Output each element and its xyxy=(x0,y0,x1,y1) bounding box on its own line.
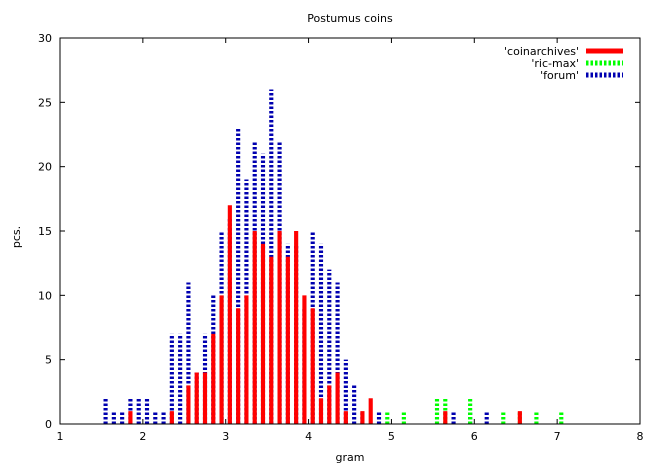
y-tick-label: 0 xyxy=(45,418,52,431)
y-tick-label: 25 xyxy=(38,96,52,109)
y-tick-label: 10 xyxy=(38,289,52,302)
x-tick-label: 6 xyxy=(471,430,478,443)
chart-title: Postumus coins xyxy=(307,12,393,25)
y-axis-label: pcs. xyxy=(10,226,23,248)
x-tick-label: 5 xyxy=(388,430,395,443)
x-tick-label: 8 xyxy=(637,430,644,443)
legend-label: 'ric-max' xyxy=(531,57,579,70)
x-tick-label: 7 xyxy=(554,430,561,443)
legend-label: 'coinarchives' xyxy=(504,45,579,58)
y-tick-label: 15 xyxy=(38,225,52,238)
y-axis-ticks: 0 5 10 15 20 25 30 xyxy=(38,32,640,431)
series-0 xyxy=(128,205,522,424)
legend-label: 'forum' xyxy=(540,69,579,82)
y-tick-label: 30 xyxy=(38,32,52,45)
x-axis-ticks: 1 2 3 4 5 6 7 8 xyxy=(57,38,644,443)
x-tick-label: 1 xyxy=(57,430,64,443)
x-axis-label: gram xyxy=(336,451,365,463)
x-tick-label: 3 xyxy=(222,430,229,443)
y-tick-label: 5 xyxy=(45,354,52,367)
x-tick-label: 4 xyxy=(305,430,312,443)
legend: 'coinarchives''ric-max''forum' xyxy=(504,45,623,82)
y-tick-label: 20 xyxy=(38,161,52,174)
bars-layer xyxy=(103,89,564,424)
x-tick-label: 2 xyxy=(139,430,146,443)
plot-frame xyxy=(59,37,641,425)
